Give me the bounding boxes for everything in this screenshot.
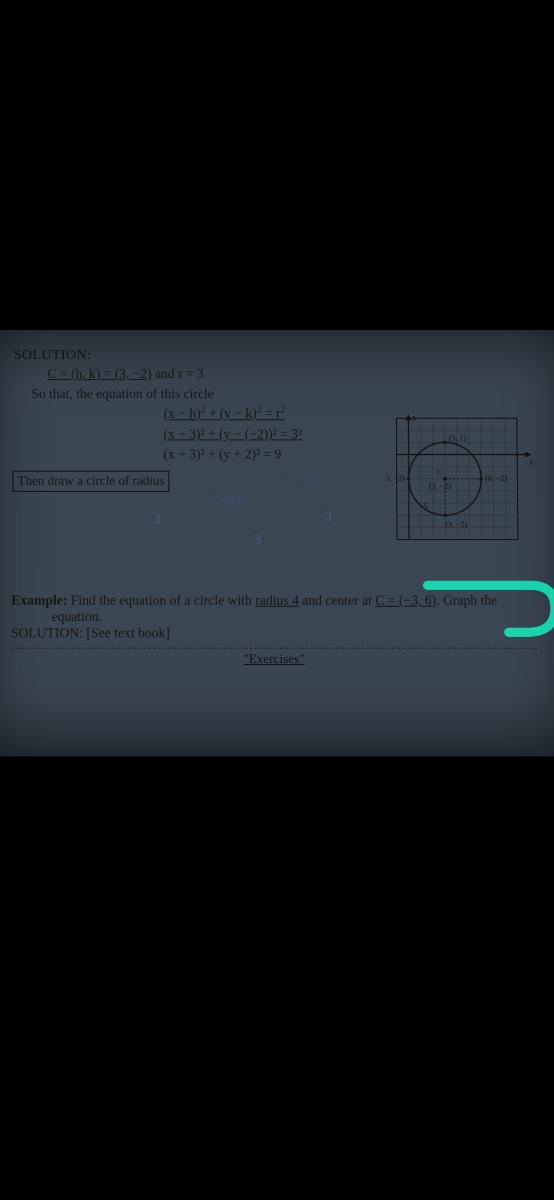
example-text1: Find the equation of a circle with — [71, 592, 256, 607]
eq1-lhs: (x − h) — [164, 406, 201, 421]
label-right: (6, −2) — [485, 474, 507, 483]
example-sol-label: SOLUTION: — [11, 625, 83, 640]
then-draw-box: Then draw a circle of radius — [12, 471, 169, 492]
example-line2: equation. — [11, 609, 537, 625]
example-radius: radius 4 — [255, 592, 299, 607]
eq1-rhs: = r — [261, 406, 280, 421]
example-center: C = (−3, 6) — [375, 592, 436, 607]
hand-3b: 3 — [324, 509, 332, 526]
label-top: (3, 1) — [449, 433, 467, 442]
example-text2: and center at — [299, 592, 376, 607]
hand-3c: 3 — [254, 532, 262, 549]
center-eq: C = (h, k) = (3, −2) — [48, 366, 152, 381]
exercises-text: "Exercises" — [243, 651, 304, 666]
circle-graph: y x (3, 1) (6, −2) (3, −5) (0, −2) C — [386, 408, 538, 555]
pt-right — [480, 477, 483, 480]
pt-top — [443, 441, 446, 444]
pt-left — [407, 477, 410, 480]
example-text3: . Graph the — [436, 592, 497, 607]
eq1-mid: + (y − k) — [205, 406, 256, 421]
hand-r-equals: r = 3 — [284, 473, 313, 489]
section-divider — [11, 648, 537, 649]
label-center-coord: (3, −2) — [429, 482, 451, 491]
page-photo: SOLUTION: C = (h, k) = (3, −2) and r = 3… — [0, 330, 554, 757]
ytick-neg5: -5 — [421, 502, 428, 511]
so-that-line: So that, the equation of this circle — [13, 384, 540, 404]
exercises-heading: "Exercises" — [11, 651, 538, 667]
example-block: Example: Find the equation of a circle w… — [11, 592, 538, 667]
center-line: C = (h, k) = (3, −2) and r = 3 — [13, 364, 540, 384]
example-prefix: Example: — [11, 592, 71, 607]
viewport: SOLUTION: C = (h, k) = (3, −2) and r = 3… — [0, 0, 554, 1200]
label-left: (0, −2) — [386, 474, 405, 483]
x-axis-label: x — [529, 458, 533, 467]
pt-bottom — [444, 514, 447, 517]
example-solution-line: SOLUTION: [See text book] — [11, 625, 537, 641]
graph-svg: y x (3, 1) (6, −2) (3, −5) (0, −2) C — [386, 408, 538, 550]
y-axis-arrow — [405, 414, 411, 420]
example-line1: Example: Find the equation of a circle w… — [11, 592, 537, 608]
center-eq-post: and r = 3 — [152, 366, 204, 381]
y-axis-label: y — [412, 413, 416, 422]
label-center-C: C — [437, 468, 442, 477]
solution-label: SOLUTION: — [14, 348, 541, 364]
hand-3a: 3 — [153, 511, 161, 528]
label-bottom: (3, −5) — [445, 520, 467, 529]
example-sol-ref: [See text book] — [83, 625, 170, 640]
